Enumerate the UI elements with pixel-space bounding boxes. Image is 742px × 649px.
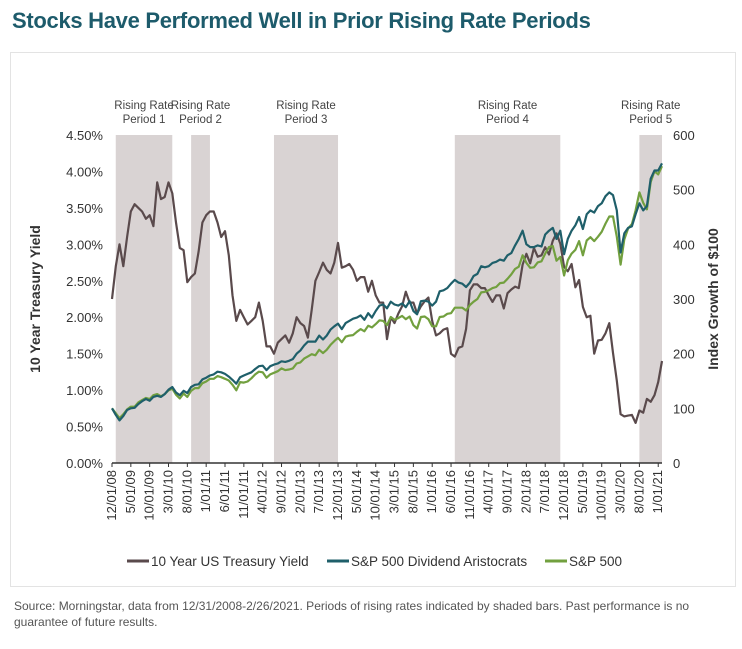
legend-label-s-p-500-dividend-aristocrats: S&P 500 Dividend Aristocrats: [351, 554, 527, 569]
y-left-tick-label: 3.50%: [66, 201, 103, 216]
axes: 0.00% 0.50% 1.00% 1.50% 2.00% 2.50% 3.00% 3.50%…: [27, 128, 721, 521]
rising-rate-label-3-line-1: Rising Rate: [276, 100, 335, 112]
x-tick-label: 2/01/18: [518, 470, 533, 513]
rising-rate-label-5-line-1: Rising Rate: [621, 100, 680, 112]
y-right-tick-label: 400: [673, 237, 695, 252]
x-tick-label: 9/01/17: [500, 470, 515, 513]
rising-rate-label-3-line-2: Period 3: [285, 114, 328, 126]
y-right-axis-title: Index Growth of $100: [705, 228, 721, 370]
x-tick-label: 5/01/19: [575, 470, 590, 513]
x-tick-label: 10/01/09: [142, 470, 157, 521]
x-tick-label: 10/01/14: [368, 470, 383, 521]
y-left-tick-label: 0.00%: [66, 456, 103, 471]
y-left-tick-label: 2.00%: [66, 310, 103, 325]
y-right-tick-label: 600: [673, 128, 695, 143]
x-tick-label: 1/01/16: [424, 470, 439, 513]
x-tick-label: 10/01/19: [594, 470, 609, 521]
x-tick-label: 5/01/14: [349, 470, 364, 513]
series-line-10-year-us-treasury-yield: [110, 181, 664, 424]
y-left-tick-label: 3.00%: [66, 237, 103, 252]
x-tick-label: 7/01/18: [537, 470, 552, 513]
y-left-tick-label: 2.50%: [66, 274, 103, 289]
x-tick-label: 12/01/08: [104, 470, 119, 521]
rising-rate-label-4-line-1: Rising Rate: [478, 100, 537, 112]
rising-rate-band-4: [454, 135, 561, 463]
rising-rate-label-1-line-1: Rising Rate: [114, 100, 173, 112]
x-tick-label: 3/01/20: [613, 470, 628, 513]
y-left-tick-label: 1.50%: [66, 347, 103, 362]
y-right-tick-label: 300: [673, 292, 695, 307]
y-right-tick-label: 100: [673, 401, 695, 416]
y-right-tick-label: 200: [673, 347, 695, 362]
x-tick-label: 1/01/21: [650, 470, 665, 513]
rising-rate-label-5-line-2: Period 5: [629, 114, 672, 126]
chart-frame: [10, 52, 736, 587]
x-tick-label: 8/01/15: [405, 470, 420, 513]
y-left-tick-label: 0.50%: [66, 420, 103, 435]
rising-rate-label-1-line-2: Period 1: [123, 114, 166, 126]
y-left-tick-label: 4.00%: [66, 164, 103, 179]
x-tick-label: 2/01/13: [292, 470, 307, 513]
rising-rate-label-2-line-2: Period 2: [179, 114, 222, 126]
y-right-tick-label: 500: [673, 183, 695, 198]
rising-rate-label-2-line-1: Rising Rate: [171, 100, 230, 112]
y-left-axis-title: 10 Year Treasury Yield: [27, 225, 43, 373]
rising-rate-band-2: [191, 135, 210, 463]
legend-label-10-year-us-treasury-yield: 10 Year US Treasury Yield: [151, 554, 309, 569]
rising-rate-band-5: [639, 135, 662, 463]
source-note: Source: Morningstar, data from 12/31/200…: [14, 599, 690, 629]
y-right-tick-label: 0: [673, 456, 680, 471]
x-tick-label: 4/01/17: [481, 470, 496, 513]
legend: 10 Year US Treasury Yield S&P 500 Dividen…: [127, 554, 622, 569]
legend-label-s-p-500: S&P 500: [569, 554, 622, 569]
x-tick-label: 8/01/10: [179, 470, 194, 513]
rising-rate-bands: [115, 135, 662, 463]
x-tick-label: 6/01/11: [217, 470, 232, 512]
x-tick-label: 12/01/18: [556, 470, 571, 521]
rising-rate-labels: Rising Rate Period 1 Rising Rate Period 2 Ri…: [114, 100, 680, 126]
rising-rate-label-4-line-2: Period 4: [486, 114, 529, 126]
y-left-tick-label: 4.50%: [66, 128, 103, 143]
rising-rate-band-3: [273, 135, 339, 463]
x-tick-label: 5/01/09: [123, 470, 138, 513]
x-tick-label: 12/01/13: [330, 470, 345, 521]
x-tick-label: 11/01/16: [462, 470, 477, 520]
y-left-tick-label: 1.00%: [66, 383, 103, 398]
series-lines: [110, 162, 664, 424]
x-tick-label: 3/01/15: [387, 470, 402, 513]
chart-title: Stocks Have Performed Well in Prior Risi…: [12, 8, 591, 33]
x-tick-label: 4/01/12: [255, 470, 270, 513]
rising-rate-band-1: [115, 135, 173, 463]
x-tick-label: 7/01/13: [311, 470, 326, 513]
series-line-s-p-500: [111, 165, 663, 420]
series-line-s-p-500-dividend-aristocrats: [111, 162, 663, 422]
x-tick-label: 3/01/10: [161, 470, 176, 513]
x-tick-label: 11/01/11: [236, 470, 251, 519]
x-tick-label: 6/01/16: [443, 470, 458, 513]
x-tick-label: 9/01/12: [274, 470, 289, 513]
x-tick-label: 1/01/11: [198, 470, 213, 512]
x-tick-label: 8/01/20: [631, 470, 646, 513]
